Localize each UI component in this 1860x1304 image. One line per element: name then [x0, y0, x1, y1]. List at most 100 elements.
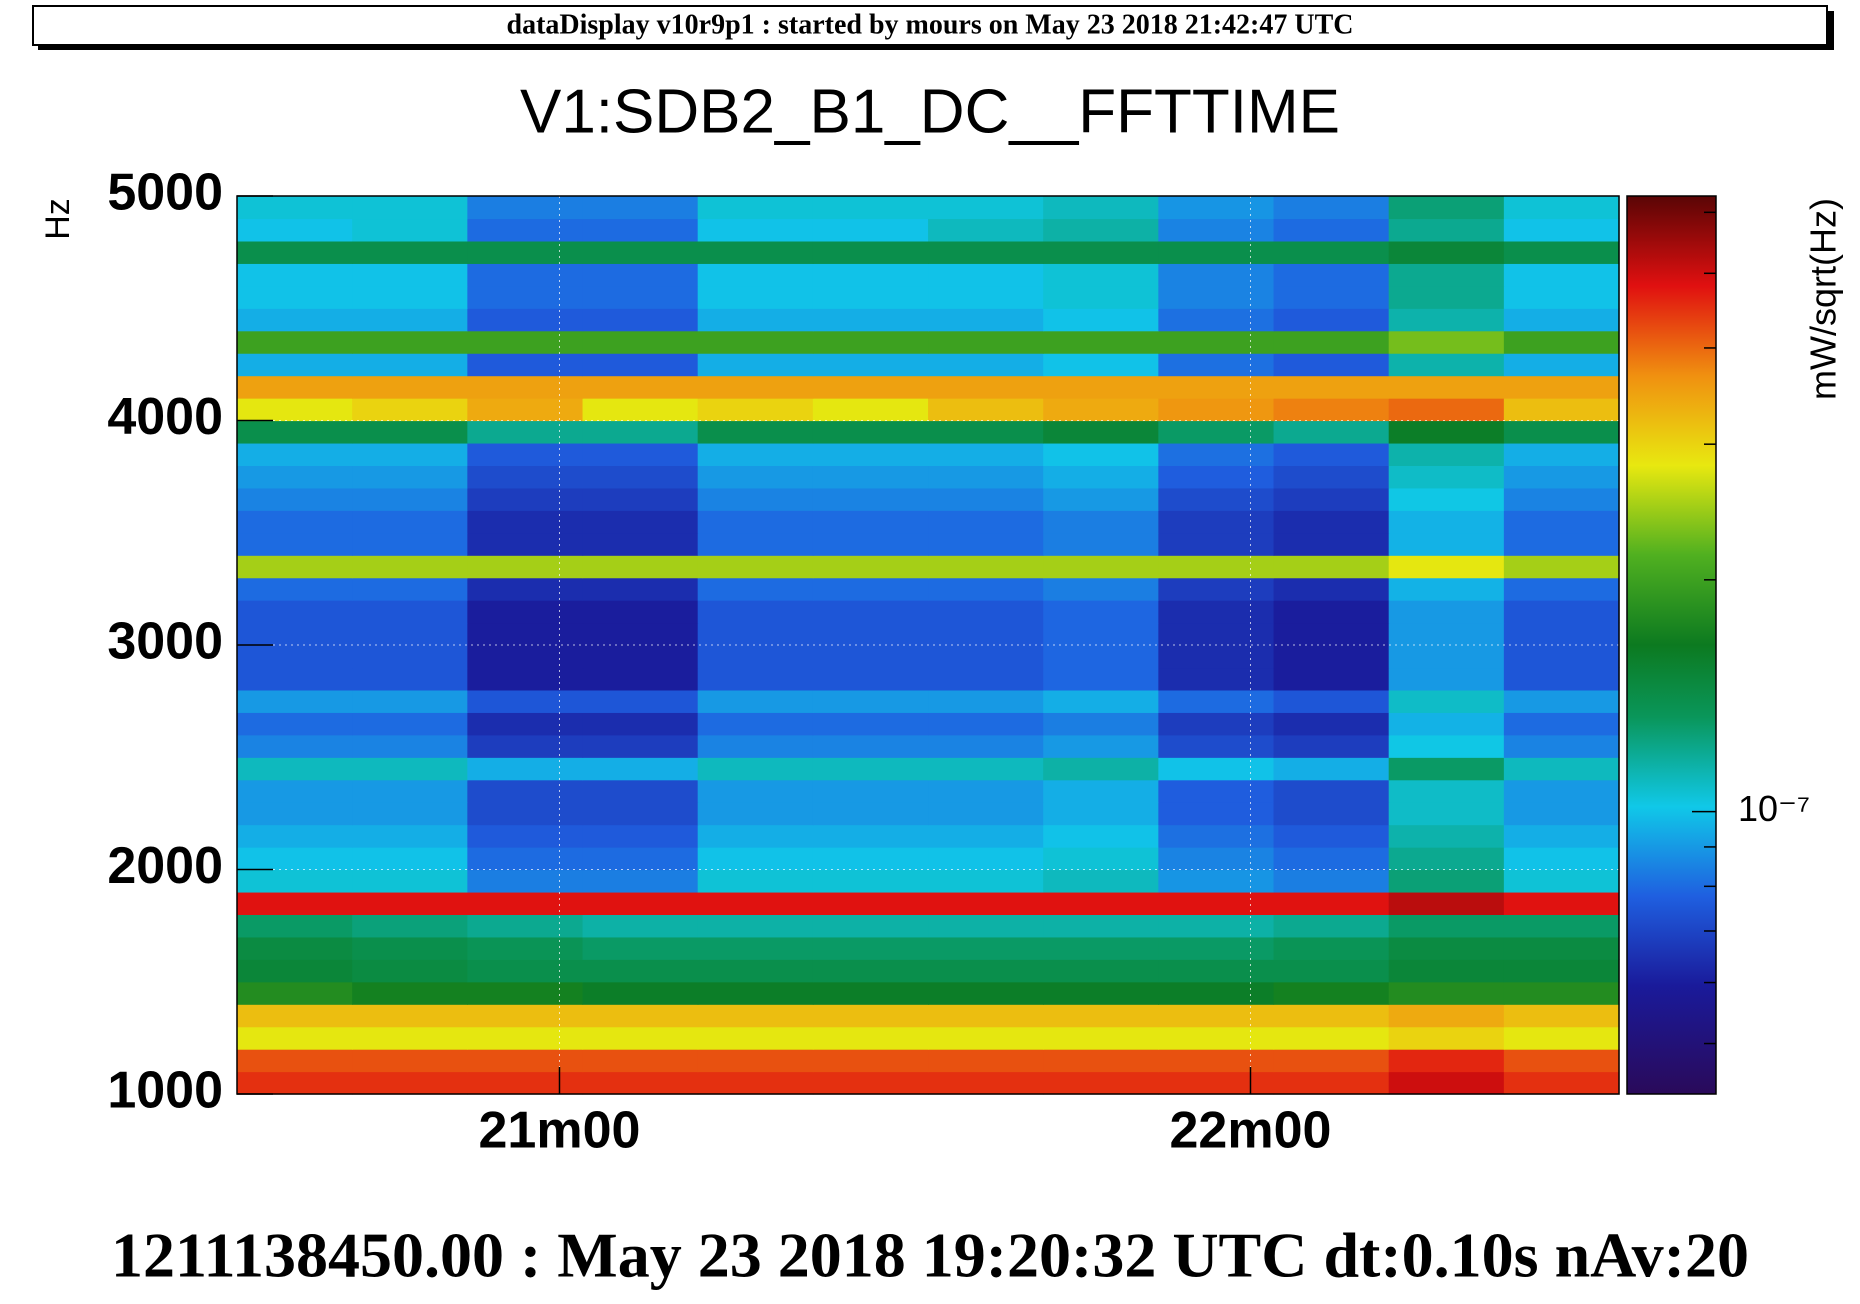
heatmap-cell — [1158, 667, 1275, 691]
heatmap-cell — [1158, 532, 1275, 556]
heatmap-cell — [467, 308, 584, 332]
heatmap-cell — [1158, 1071, 1275, 1095]
heatmap-cell — [1273, 532, 1390, 556]
heatmap-cell — [1388, 308, 1505, 332]
heatmap-cell — [1503, 398, 1620, 422]
heatmap-cell — [928, 847, 1044, 871]
heatmap-cell — [697, 1026, 814, 1050]
y-tick-label: 3000 — [107, 613, 223, 671]
heatmap-cell — [1158, 465, 1275, 489]
heatmap-cell — [697, 757, 814, 781]
heatmap-cell — [928, 757, 1044, 781]
heatmap-cell — [467, 869, 584, 893]
heatmap-cell — [467, 1049, 584, 1073]
heatmap-cell — [467, 285, 584, 309]
heatmap-cell — [697, 734, 814, 758]
y-tick-label: 5000 — [107, 164, 223, 222]
heatmap-cell — [928, 1026, 1044, 1050]
heatmap-cell — [928, 779, 1044, 803]
heatmap-cell — [467, 824, 584, 848]
heatmap-cell — [352, 779, 468, 803]
heatmap-cell — [237, 330, 353, 354]
heatmap-cell — [467, 510, 584, 534]
heatmap-cell — [1503, 420, 1620, 444]
heatmap-cell — [812, 779, 929, 803]
heatmap-cell — [1043, 667, 1159, 691]
heatmap-cell — [812, 532, 929, 556]
heatmap-cell — [237, 420, 353, 444]
heatmap-cell — [1043, 600, 1159, 624]
heatmap-cell — [1273, 218, 1390, 242]
heatmap-cell — [1388, 847, 1505, 871]
heatmap-cell — [812, 891, 929, 915]
y-tick-label: 2000 — [107, 837, 223, 895]
heatmap-cell — [812, 196, 929, 220]
heatmap-cell — [237, 1049, 353, 1073]
heatmap-cell — [928, 577, 1044, 601]
heatmap-cell — [1273, 667, 1390, 691]
heatmap-cell — [582, 600, 699, 624]
heatmap-cell — [1503, 824, 1620, 848]
heatmap-cell — [582, 218, 699, 242]
heatmap-cell — [697, 532, 814, 556]
heatmap-cell — [582, 936, 699, 960]
heatmap-cell — [1158, 891, 1275, 915]
heatmap-cell — [467, 936, 584, 960]
heatmap-cell — [1043, 420, 1159, 444]
heatmap-cell — [928, 600, 1044, 624]
heatmap-cell — [1043, 891, 1159, 915]
heatmap-cell — [1043, 734, 1159, 758]
heatmap-cell — [1158, 824, 1275, 848]
heatmap-cell — [1503, 353, 1620, 377]
heatmap-cell — [352, 532, 468, 556]
heatmap-cell — [928, 936, 1044, 960]
heatmap-cell — [352, 689, 468, 713]
heatmap-cell — [1273, 577, 1390, 601]
heatmap-cell — [1503, 689, 1620, 713]
heatmap-cell — [697, 600, 814, 624]
heatmap-cell — [1388, 375, 1505, 399]
heatmap-cell — [237, 712, 353, 736]
heatmap-cell — [237, 622, 353, 646]
heatmap-cell — [1158, 442, 1275, 466]
heatmap-cell — [928, 802, 1044, 826]
heatmap-cell — [467, 667, 584, 691]
heatmap-cell — [467, 577, 584, 601]
heatmap-cell — [697, 420, 814, 444]
heatmap-cell — [582, 869, 699, 893]
heatmap-cell — [1388, 353, 1505, 377]
heatmap-cell — [237, 914, 353, 938]
heatmap-cell — [352, 712, 468, 736]
heatmap-cell — [1273, 240, 1390, 264]
heatmap-cell — [812, 510, 929, 534]
heatmap-cell — [1273, 1049, 1390, 1073]
heatmap-cell — [1273, 936, 1390, 960]
heatmap-cell — [237, 442, 353, 466]
heatmap-cell — [352, 196, 468, 220]
heatmap-cell — [582, 577, 699, 601]
heatmap-cell — [1158, 914, 1275, 938]
heatmap-cell — [1043, 442, 1159, 466]
heatmap-cell — [697, 308, 814, 332]
heatmap-cell — [582, 510, 699, 534]
heatmap-cell — [1503, 285, 1620, 309]
heatmap-cell — [812, 1026, 929, 1050]
heatmap-cell — [582, 712, 699, 736]
heatmap-cell — [1503, 600, 1620, 624]
heatmap-cell — [1158, 1049, 1275, 1073]
heatmap-cell — [1503, 375, 1620, 399]
heatmap-cell — [812, 465, 929, 489]
heatmap-cell — [237, 1071, 353, 1095]
heatmap-cell — [812, 936, 929, 960]
heatmap-cell — [352, 510, 468, 534]
heatmap-cell — [1503, 936, 1620, 960]
heatmap-cell — [1043, 757, 1159, 781]
heatmap-cell — [237, 689, 353, 713]
heatmap-cell — [1273, 555, 1390, 579]
heatmap-cell — [237, 824, 353, 848]
heatmap-cell — [352, 981, 468, 1005]
heatmap-cell — [467, 757, 584, 781]
heatmap-cell — [697, 689, 814, 713]
heatmap-cell — [1158, 263, 1275, 287]
